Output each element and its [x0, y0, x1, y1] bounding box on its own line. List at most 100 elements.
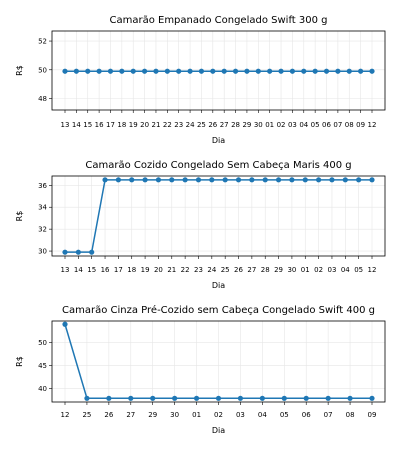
x-tick-label: 30	[287, 266, 296, 274]
data-point	[267, 68, 273, 74]
data-point	[237, 395, 244, 401]
x-tick-label: 06	[302, 411, 311, 419]
chart-1: Camarão Empanado Congelado Swift 300 g 13…	[15, 15, 386, 145]
y-axis-label: R$	[15, 211, 24, 222]
data-point	[195, 177, 202, 183]
x-tick-label: 29	[148, 411, 157, 419]
data-point	[369, 395, 375, 401]
data-point	[358, 68, 364, 74]
y-tick-label: 30	[38, 248, 47, 256]
data-point	[323, 68, 330, 74]
data-point	[262, 177, 268, 183]
data-point	[210, 68, 216, 74]
data-point	[289, 177, 295, 183]
series-line	[65, 179, 372, 253]
data-point	[176, 68, 182, 74]
data-point	[128, 395, 134, 401]
x-tick-label: 02	[214, 411, 223, 419]
y-tick-label: 52	[38, 38, 47, 46]
x-tick-label: 20	[154, 266, 163, 274]
x-tick-label: 18	[127, 266, 136, 274]
x-tick-label: 24	[186, 121, 195, 129]
plot-frame	[51, 30, 386, 111]
data-point	[85, 68, 91, 74]
x-tick-label: 02	[277, 121, 286, 129]
data-point	[62, 321, 68, 327]
data-point	[84, 395, 90, 401]
x-tick-label: 15	[83, 121, 92, 129]
chart-title: Camarão Cozido Congelado Sem Cabeça Mari…	[85, 160, 351, 171]
data-point	[316, 177, 322, 183]
x-tick-label: 13	[61, 266, 70, 274]
x-tick-label: 03	[288, 121, 297, 129]
x-tick-label: 09	[356, 121, 365, 129]
y-axis-label: R$	[15, 65, 24, 76]
x-tick-label: 29	[242, 121, 251, 129]
data-point	[232, 68, 239, 74]
x-tick-label: 21	[152, 121, 161, 129]
x-tick-label: 16	[95, 121, 104, 129]
x-tick-label: 01	[192, 411, 201, 419]
x-tick-label: 20	[140, 121, 149, 129]
x-tick-label: 01	[265, 121, 274, 129]
x-tick-label: 05	[311, 121, 320, 129]
data-point	[222, 177, 228, 183]
data-point	[235, 177, 242, 183]
data-point	[75, 249, 81, 255]
data-point	[275, 177, 282, 183]
x-tick-label: 12	[368, 121, 377, 129]
data-point	[347, 395, 353, 401]
x-tick-label: 19	[129, 121, 138, 129]
x-tick-label: 25	[197, 121, 206, 129]
x-tick-label: 14	[72, 121, 81, 129]
data-point	[356, 177, 362, 183]
x-tick-label: 17	[114, 266, 123, 274]
x-tick-label: 22	[181, 266, 190, 274]
x-tick-label: 29	[274, 266, 283, 274]
x-tick-label: 09	[368, 411, 377, 419]
x-tick-label: 15	[87, 266, 96, 274]
data-point	[155, 177, 162, 183]
data-point	[325, 395, 331, 401]
x-tick-label: 22	[163, 121, 172, 129]
x-tick-label: 05	[354, 266, 363, 274]
y-tick-label: 34	[38, 204, 47, 212]
data-point	[244, 68, 250, 74]
x-tick-label: 16	[101, 266, 110, 274]
x-tick-label: 28	[231, 121, 240, 129]
data-point	[62, 68, 68, 74]
x-tick-label: 27	[126, 411, 135, 419]
x-tick-label: 04	[341, 266, 350, 274]
data-point	[302, 177, 308, 183]
x-tick-label: 03	[327, 266, 336, 274]
data-point	[301, 68, 307, 74]
data-point	[119, 68, 125, 74]
x-axis-label: Dia	[212, 136, 225, 145]
data-point	[335, 68, 341, 74]
data-point	[329, 177, 335, 183]
chart-2: Camarão Cozido Congelado Sem Cabeça Mari…	[15, 160, 386, 290]
data-point	[369, 68, 375, 74]
y-tick-label: 48	[38, 95, 47, 103]
y-tick-label: 50	[38, 66, 47, 74]
data-point	[129, 177, 135, 183]
data-point	[107, 68, 114, 74]
data-point	[278, 68, 284, 74]
chart-title: Camarão Cinza Pré-Cozido sem Cabeça Cong…	[62, 304, 375, 316]
x-tick-label: 07	[333, 121, 342, 129]
data-point	[150, 395, 156, 401]
x-tick-label: 03	[236, 411, 245, 419]
x-tick-label: 12	[61, 411, 70, 419]
x-tick-label: 21	[167, 266, 176, 274]
data-point	[73, 68, 79, 74]
x-tick-label: 26	[104, 411, 113, 419]
data-point	[102, 177, 108, 183]
data-point	[96, 68, 102, 74]
data-point	[130, 68, 136, 74]
x-tick-label: 08	[346, 411, 355, 419]
y-tick-label: 32	[38, 226, 47, 234]
data-point	[106, 395, 112, 401]
x-tick-label: 04	[299, 121, 308, 129]
data-point	[209, 177, 215, 183]
x-tick-label: 30	[170, 411, 179, 419]
